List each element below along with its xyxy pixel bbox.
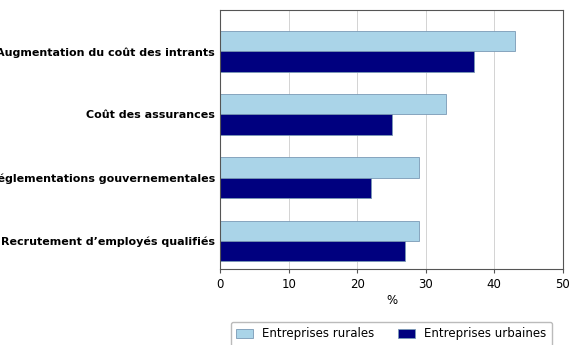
Legend: Entreprises rurales, Entreprises urbaines: Entreprises rurales, Entreprises urbaine… (231, 322, 552, 345)
Bar (220, 31, 514, 51)
Bar (220, 241, 405, 261)
Bar (220, 157, 419, 178)
Bar (220, 115, 392, 135)
Bar (220, 51, 474, 71)
Bar (220, 178, 371, 198)
Bar (220, 94, 446, 115)
X-axis label: %: % (386, 294, 397, 307)
Bar (220, 220, 419, 241)
